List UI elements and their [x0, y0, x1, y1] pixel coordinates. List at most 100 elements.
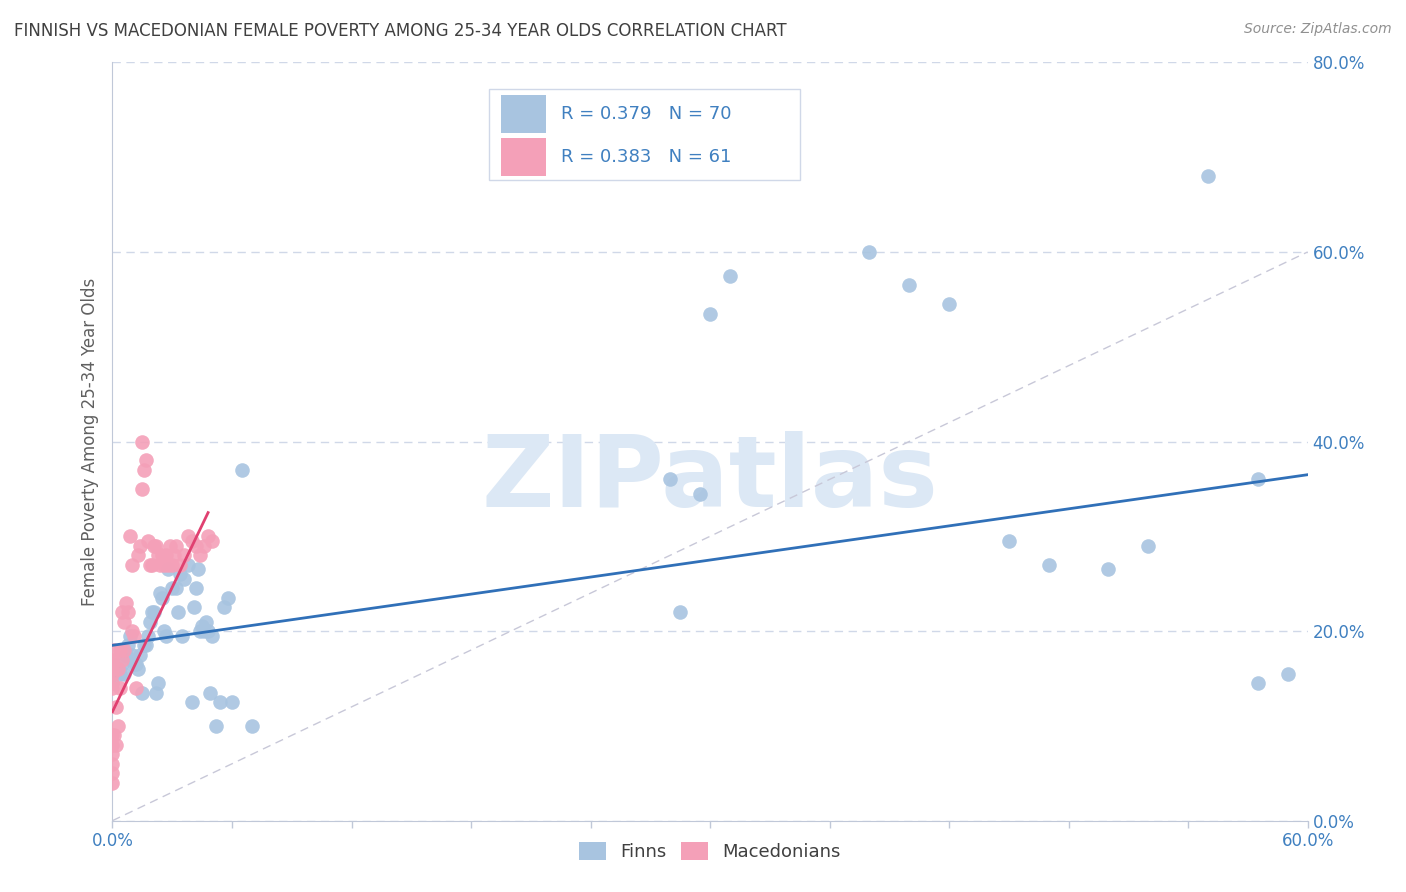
Point — [121, 558, 143, 572]
Point — [167, 605, 190, 619]
Point — [858, 244, 880, 259]
Point — [231, 463, 253, 477]
Point — [201, 629, 224, 643]
Point — [209, 695, 232, 709]
Point — [188, 548, 211, 563]
Point — [121, 624, 143, 639]
Point — [221, 695, 243, 709]
Point — [155, 629, 177, 643]
Point — [183, 600, 205, 615]
Text: R = 0.383   N = 61: R = 0.383 N = 61 — [561, 148, 731, 166]
Point — [107, 719, 129, 733]
Point — [120, 529, 142, 543]
Point — [124, 657, 146, 672]
Point — [898, 278, 921, 293]
Point — [101, 776, 124, 790]
Point — [127, 662, 149, 676]
Point — [101, 728, 124, 742]
Point — [181, 534, 204, 549]
Point — [101, 756, 124, 771]
Point — [139, 615, 162, 629]
Point — [111, 605, 134, 619]
Point — [129, 648, 152, 662]
Point — [193, 624, 215, 639]
Point — [1038, 558, 1060, 572]
Point — [191, 619, 214, 633]
Point — [131, 434, 153, 449]
Point — [150, 548, 173, 563]
Point — [121, 648, 143, 662]
Point — [186, 539, 208, 553]
Point — [1247, 676, 1270, 690]
Point — [114, 643, 135, 657]
Point — [129, 539, 152, 553]
Point — [101, 662, 124, 676]
Point — [111, 652, 134, 666]
Point — [145, 686, 167, 700]
Point — [145, 539, 167, 553]
Point — [938, 297, 960, 311]
Point — [187, 562, 209, 576]
Point — [193, 539, 215, 553]
Point — [101, 652, 124, 666]
Point — [197, 624, 219, 639]
Point — [689, 486, 711, 500]
Point — [201, 534, 224, 549]
Text: Source: ZipAtlas.com: Source: ZipAtlas.com — [1244, 22, 1392, 37]
Point — [1097, 562, 1119, 576]
Point — [659, 473, 682, 487]
Point — [114, 666, 135, 681]
Point — [155, 548, 177, 563]
Point — [101, 657, 124, 672]
Point — [165, 582, 187, 596]
Point — [177, 529, 200, 543]
Point — [105, 738, 128, 752]
Point — [110, 666, 132, 681]
Point — [141, 605, 163, 619]
Point — [125, 657, 148, 672]
Point — [141, 558, 163, 572]
Point — [169, 567, 191, 582]
Point — [699, 307, 721, 321]
FancyBboxPatch shape — [501, 138, 547, 177]
Point — [105, 699, 128, 714]
Text: ZIPatlas: ZIPatlas — [482, 431, 938, 528]
Point — [240, 719, 263, 733]
Point — [718, 268, 741, 283]
Point — [148, 548, 170, 563]
Point — [127, 548, 149, 563]
Point — [101, 666, 124, 681]
Point — [1137, 539, 1160, 553]
Point — [101, 766, 124, 780]
Point — [173, 572, 195, 586]
Text: FINNISH VS MACEDONIAN FEMALE POVERTY AMONG 25-34 YEAR OLDS CORRELATION CHART: FINNISH VS MACEDONIAN FEMALE POVERTY AMO… — [14, 22, 787, 40]
Point — [101, 657, 124, 672]
Point — [159, 539, 181, 553]
FancyBboxPatch shape — [501, 95, 547, 134]
Point — [205, 719, 228, 733]
Text: R = 0.379   N = 70: R = 0.379 N = 70 — [561, 105, 731, 123]
Point — [101, 676, 124, 690]
Point — [103, 643, 125, 657]
Point — [172, 629, 194, 643]
Point — [117, 638, 139, 652]
Point — [117, 605, 139, 619]
Point — [134, 638, 156, 652]
Point — [153, 558, 176, 572]
Point — [114, 615, 135, 629]
Point — [101, 666, 124, 681]
Point — [150, 591, 173, 605]
Point — [198, 686, 221, 700]
Point — [143, 605, 166, 619]
Point — [169, 558, 191, 572]
Point — [1247, 473, 1270, 487]
Point — [157, 562, 180, 576]
Point — [120, 629, 142, 643]
Legend: Finns, Macedonians: Finns, Macedonians — [572, 835, 848, 869]
Point — [135, 638, 157, 652]
Point — [103, 728, 125, 742]
Point — [162, 582, 183, 596]
Point — [101, 676, 124, 690]
Point — [212, 600, 235, 615]
Y-axis label: Female Poverty Among 25-34 Year Olds: Female Poverty Among 25-34 Year Olds — [80, 277, 98, 606]
